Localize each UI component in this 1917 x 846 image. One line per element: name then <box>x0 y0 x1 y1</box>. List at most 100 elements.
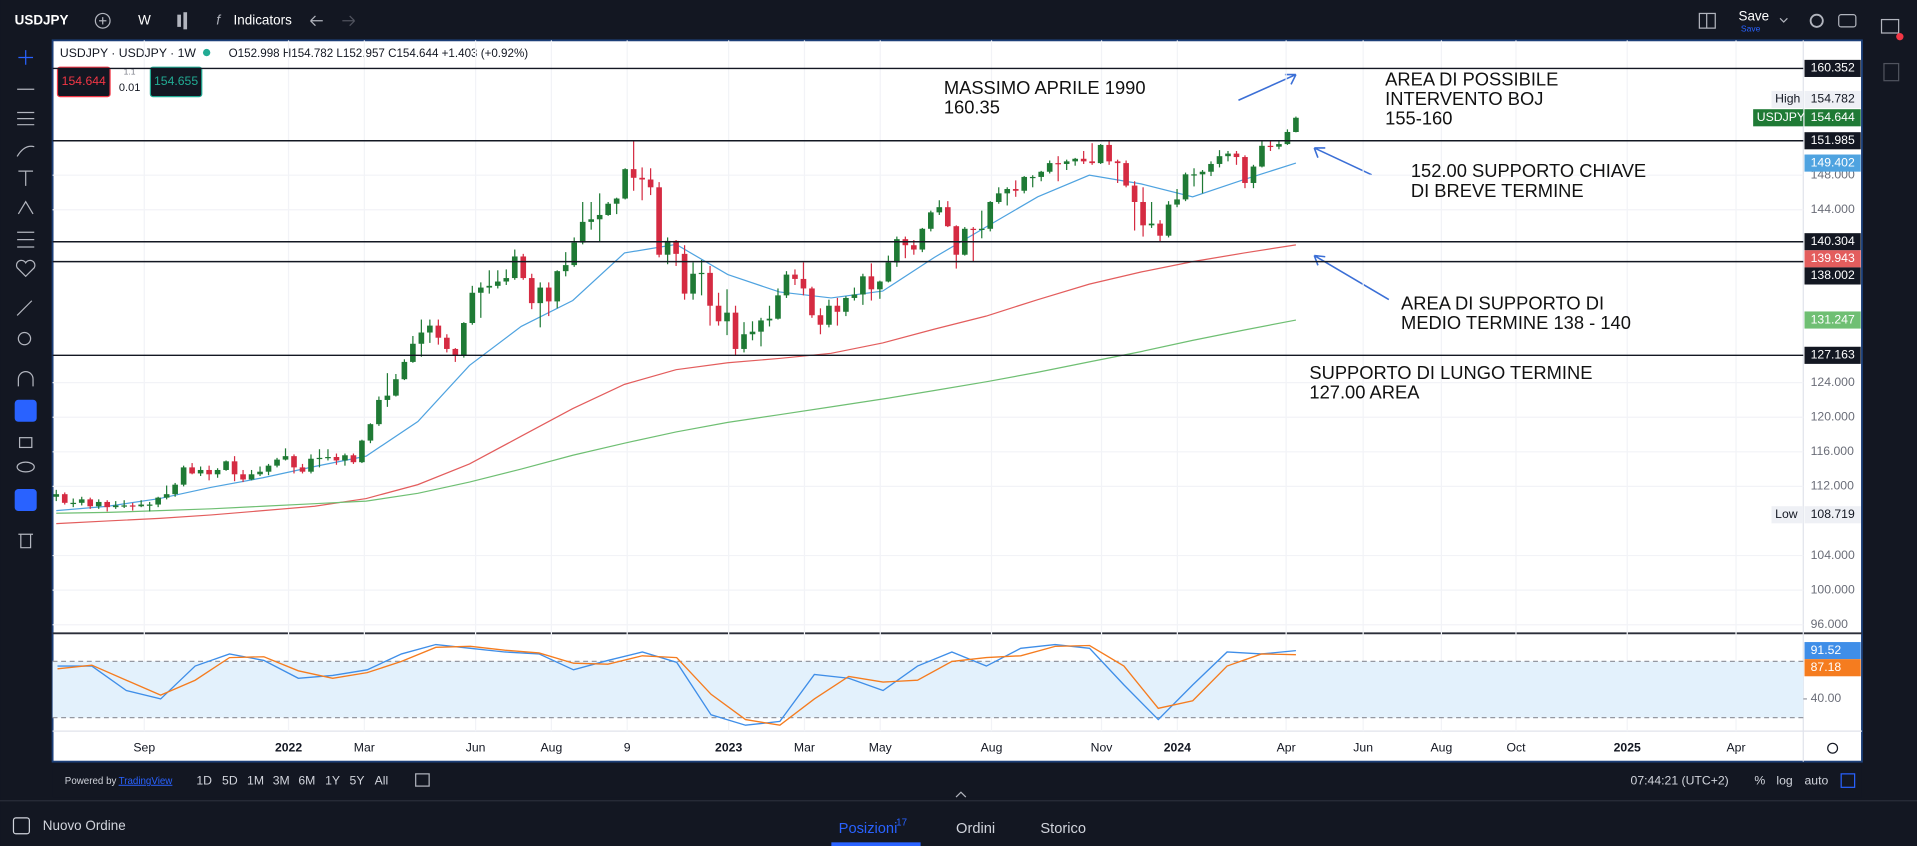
candle-body <box>486 285 493 288</box>
y-tick-label: 112.000 <box>1811 479 1854 493</box>
axis-label-box <box>1804 642 1861 660</box>
snapshot-icon[interactable] <box>1838 14 1857 28</box>
candle-body <box>588 219 594 222</box>
collapse-icon[interactable] <box>955 791 967 798</box>
brand-link[interactable]: TradingView <box>119 776 174 787</box>
candle-body <box>359 440 365 463</box>
sync-tool[interactable] <box>14 489 37 512</box>
candle-body <box>112 505 119 508</box>
candle-body <box>367 424 374 441</box>
range-button[interactable]: 6M <box>298 773 315 787</box>
range-button[interactable]: 3M <box>273 773 290 787</box>
candle-body <box>877 281 883 290</box>
sell-button[interactable] <box>56 66 111 98</box>
symbol[interactable]: USDJPY <box>15 12 69 27</box>
candle-body <box>707 272 713 306</box>
axis-label-box <box>1804 346 1861 364</box>
candle-body <box>1242 157 1248 183</box>
favorites-tool[interactable] <box>15 259 36 278</box>
date-range-icon[interactable] <box>415 773 430 787</box>
undo-icon[interactable] <box>310 15 323 27</box>
settings-icon[interactable] <box>1809 13 1824 28</box>
annotation: SUPPORTO DI LUNGO TERMINE <box>1309 362 1592 383</box>
delete-tool[interactable] <box>18 533 34 549</box>
candle-body <box>970 228 977 231</box>
x-tick-label: 2023 <box>715 740 742 754</box>
candle-body <box>1208 163 1214 172</box>
candle-body <box>936 207 943 213</box>
tab[interactable]: Storico <box>1040 821 1086 837</box>
candle-body <box>622 169 628 199</box>
range-button[interactable]: 5Y <box>350 773 365 787</box>
candle-body <box>639 177 645 180</box>
fullscreen-icon[interactable] <box>1840 773 1856 788</box>
candle-body <box>851 294 858 298</box>
candle-body <box>1267 145 1274 148</box>
x-tick-label: 2022 <box>275 740 302 754</box>
candle-body <box>469 292 476 324</box>
axis-label-prefix-box <box>1771 506 1804 524</box>
range-button[interactable]: 1M <box>247 773 264 787</box>
y-tick-label: 144.000 <box>1811 202 1855 216</box>
candle-body <box>1216 156 1223 164</box>
tab[interactable]: Ordini <box>956 821 995 837</box>
x-tick-label: 2025 <box>1614 740 1641 754</box>
axis-settings-icon[interactable] <box>1827 742 1839 754</box>
stay-drawing-tool[interactable] <box>14 399 37 422</box>
chart-type-icon[interactable] <box>177 14 181 27</box>
chart-type-icon <box>183 12 188 30</box>
candle-body <box>1293 117 1299 132</box>
annotation: 160.35 <box>944 97 1000 118</box>
new-order[interactable]: Nuovo Ordine <box>43 818 126 833</box>
candle-body <box>274 459 280 466</box>
brush-tool[interactable] <box>16 145 35 157</box>
save-menu-icon[interactable] <box>1779 17 1788 23</box>
forecast-tool[interactable] <box>17 231 35 248</box>
candle-body <box>1250 166 1257 183</box>
axis-label-box <box>1804 233 1861 251</box>
range-button[interactable]: 5D <box>222 773 238 787</box>
candle-body <box>1114 161 1121 164</box>
candle-body <box>1174 199 1180 205</box>
candle-body <box>792 274 798 279</box>
indicators[interactable]: Indicators <box>234 12 293 27</box>
percent-toggle[interactable]: % <box>1754 773 1765 787</box>
tab[interactable]: Posizioni <box>839 821 898 837</box>
mail-icon[interactable] <box>1880 18 1900 34</box>
interval[interactable]: W <box>138 12 151 27</box>
candle-body <box>1131 185 1138 202</box>
log-toggle[interactable]: log <box>1776 773 1793 787</box>
candle-body <box>189 467 195 474</box>
x-tick-label: Aug <box>981 740 1003 754</box>
candle-body <box>775 295 781 319</box>
lock-tool[interactable] <box>18 437 33 449</box>
zoom-tool[interactable] <box>17 331 32 346</box>
candle-body <box>528 278 535 304</box>
side-icon[interactable] <box>1883 62 1900 82</box>
magnet-tool[interactable] <box>17 371 34 387</box>
candle-body <box>843 297 849 312</box>
fib-tool[interactable] <box>17 111 35 126</box>
axis-label-box <box>1804 59 1861 77</box>
buy-button[interactable] <box>149 66 203 98</box>
candle-body <box>494 281 501 286</box>
pattern-tool[interactable] <box>17 200 34 215</box>
axis-label-box <box>1804 250 1861 268</box>
candle-body <box>978 228 985 231</box>
chart-frame <box>51 39 1863 763</box>
auto-toggle[interactable]: auto <box>1805 773 1829 787</box>
visibility-tool[interactable] <box>16 461 35 473</box>
candle-body <box>630 169 637 178</box>
range-button[interactable]: 1D <box>196 773 212 787</box>
ruler-tool[interactable] <box>16 300 33 316</box>
add-symbol-icon[interactable] <box>94 12 111 29</box>
candle-body <box>1225 153 1231 157</box>
range-button[interactable]: 1Y <box>325 773 340 787</box>
redo-icon[interactable] <box>342 15 355 27</box>
y-tick-label: 120.000 <box>1811 409 1855 423</box>
text-tool[interactable] <box>18 170 34 186</box>
save[interactable]: Save <box>1738 9 1769 24</box>
cursor-tool[interactable] <box>18 50 34 65</box>
range-button[interactable]: All <box>375 773 389 787</box>
